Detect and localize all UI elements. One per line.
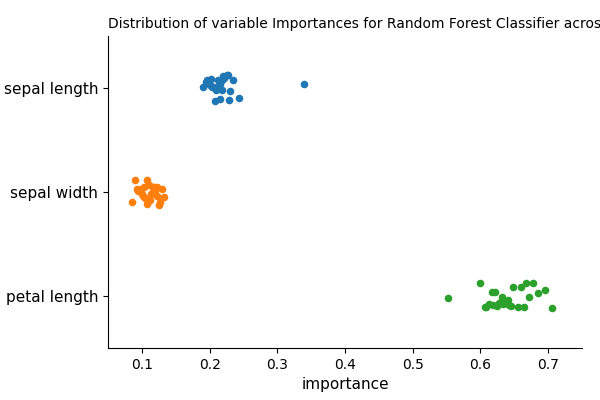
Point (494, 300, 503, 306)
Point (152, 192, 162, 199)
Point (504, 302, 514, 308)
Point (210, 98, 220, 104)
Point (208, 84, 217, 90)
Point (142, 201, 151, 207)
Point (506, 303, 516, 310)
Point (540, 286, 550, 293)
Point (206, 76, 216, 82)
Point (476, 280, 485, 286)
Point (503, 296, 513, 303)
Point (524, 294, 534, 300)
Point (217, 86, 227, 93)
Point (487, 288, 497, 295)
Point (529, 280, 538, 286)
Point (484, 301, 494, 307)
Point (214, 77, 223, 84)
Point (133, 186, 142, 192)
Point (496, 299, 506, 305)
Point (508, 284, 518, 290)
Point (127, 198, 137, 205)
Point (500, 300, 510, 306)
Point (160, 194, 169, 200)
Point (139, 184, 149, 190)
Point (213, 83, 223, 89)
Point (481, 304, 491, 310)
Point (148, 184, 157, 191)
Point (481, 303, 490, 310)
Point (155, 199, 165, 205)
Point (212, 87, 221, 93)
Point (234, 95, 244, 102)
Point (212, 86, 222, 92)
Point (136, 186, 145, 192)
Point (516, 284, 526, 290)
Point (521, 280, 531, 286)
Point (533, 290, 543, 296)
Point (149, 184, 159, 190)
Point (488, 302, 497, 308)
X-axis label: importance: importance (301, 377, 389, 392)
Point (224, 96, 233, 103)
Point (144, 181, 154, 188)
Point (137, 191, 146, 198)
Point (498, 301, 508, 308)
Text: Distribution of variable Importances for Random Forest Classifier across folds: Distribution of variable Importances for… (108, 17, 600, 31)
Point (140, 195, 150, 202)
Point (299, 81, 309, 88)
Point (491, 289, 500, 295)
Point (202, 77, 212, 83)
Point (130, 177, 140, 183)
Point (146, 190, 155, 197)
Point (147, 190, 157, 196)
Point (215, 81, 224, 87)
Point (215, 96, 224, 102)
Point (223, 72, 233, 78)
Point (220, 74, 229, 81)
Point (151, 187, 160, 193)
Point (493, 302, 502, 309)
Point (219, 75, 229, 81)
Point (202, 79, 211, 85)
Point (547, 305, 556, 312)
Point (443, 294, 453, 301)
Point (198, 84, 208, 90)
Point (142, 177, 152, 183)
Point (513, 304, 523, 310)
Point (154, 202, 164, 208)
Point (157, 186, 167, 192)
Point (134, 188, 143, 195)
Point (145, 197, 155, 203)
Point (497, 294, 507, 300)
Point (208, 84, 218, 90)
Point (223, 72, 232, 79)
Point (519, 304, 529, 310)
Point (218, 77, 227, 83)
Point (152, 184, 161, 190)
Point (229, 77, 238, 84)
Point (139, 192, 148, 199)
Point (205, 82, 214, 88)
Point (150, 187, 160, 193)
Point (225, 88, 235, 94)
Point (218, 73, 228, 80)
